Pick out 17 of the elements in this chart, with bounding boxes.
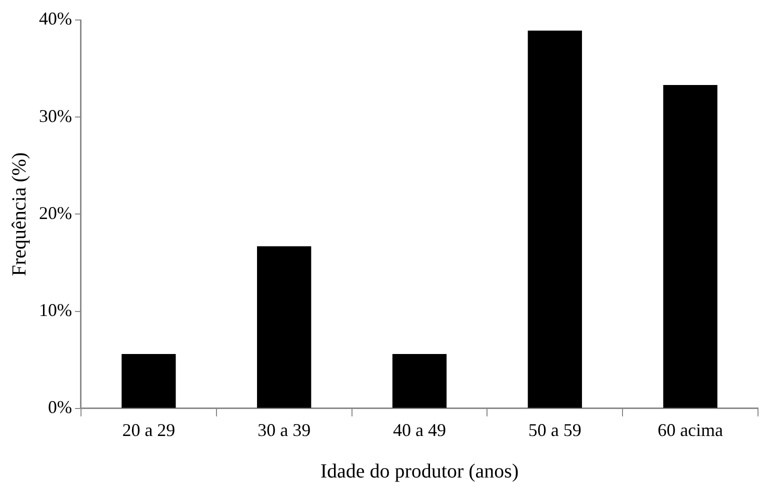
x-tick-label: 30 a 39 [258,420,311,440]
y-tick-label: 20% [38,202,72,223]
x-tick-label: 50 a 59 [528,420,582,440]
bar [663,85,718,408]
x-tick-label: 40 a 49 [392,420,446,440]
y-tick-label: 30% [38,106,72,126]
y-tick-label: 40% [38,8,72,29]
y-tick-label: 0% [48,397,72,418]
bar [392,354,447,408]
y-tick-label: 10% [38,300,72,320]
x-tick-label: 60 acima [658,420,724,440]
y-axis-title: Frequência (%) [8,152,30,276]
bar [122,354,176,408]
x-tick-label: 20 a 29 [122,420,176,440]
bar [257,246,312,408]
x-axis-title: Idade do produtor (anos) [320,460,519,482]
bar [528,30,582,408]
